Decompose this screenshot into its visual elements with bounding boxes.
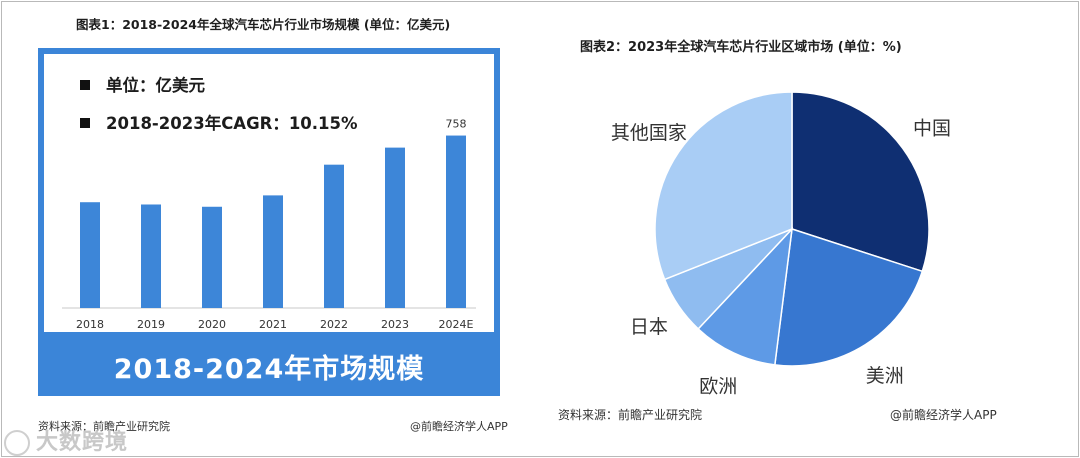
pie-slice-2 <box>773 228 924 367</box>
pie-label: 日本 <box>630 316 668 338</box>
pie-label: 其他国家 <box>611 122 687 144</box>
watermark: 大数跨境 <box>4 424 128 456</box>
pie-slice-1 <box>791 91 930 273</box>
watermark-text: 大数跨境 <box>36 430 129 455</box>
bullet-square-icon <box>80 117 90 128</box>
bar-2020 <box>202 206 222 308</box>
bar-2023 <box>385 147 405 308</box>
x-tick-label: 2019 <box>137 318 165 331</box>
bar-data-label: 758 <box>446 118 467 131</box>
left-source: 资料来源：前瞻产业研究院 <box>38 420 170 433</box>
pie-slice-3 <box>697 226 794 366</box>
market-size-banner: 2018-2024年市场规模 <box>113 353 425 385</box>
bar-2022 <box>324 164 344 308</box>
cagr-note: 2018-2023年CAGR：10.15% <box>80 110 358 134</box>
x-tick-label: 2024E <box>439 318 474 331</box>
right-chart-title: 图表2：2023年全球汽车芯片行业区域市场 (单位：%) <box>580 40 902 55</box>
watermark-logo-icon <box>4 430 30 456</box>
x-tick-label: 2020 <box>198 318 226 331</box>
pie-label: 欧洲 <box>699 376 737 398</box>
x-tick-label: 2022 <box>320 318 348 331</box>
right-source: 资料来源：前瞻产业研究院 <box>558 408 703 422</box>
bar-2021 <box>263 195 283 308</box>
cagr-note-text: 2018-2023年CAGR：10.15% <box>106 114 358 133</box>
bar-chart-svg: 2018 2019 2020 2021 2022 2023 2024E 758 <box>62 118 476 331</box>
unit-note: 单位：亿美元 <box>80 72 205 96</box>
left-credit: @前瞻经济学人APP <box>410 420 508 433</box>
x-tick-label: 2021 <box>259 318 287 331</box>
bar-2019 <box>141 204 161 308</box>
right-credit: @前瞻经济学人APP <box>890 408 997 422</box>
x-tick-label: 2023 <box>381 318 409 331</box>
x-tick-label: 2018 <box>76 318 104 331</box>
bar-2024E <box>446 135 466 308</box>
pie-label: 中国 <box>913 117 951 139</box>
pie-label: 美洲 <box>866 365 904 387</box>
bullet-square-icon <box>80 79 90 90</box>
unit-note-text: 单位：亿美元 <box>106 76 205 95</box>
bar-chart-area: 单位：亿美元 2018-2023年CAGR：10.15% 2018 2019 202… <box>44 54 494 332</box>
left-chart-title: 图表1：2018-2024年全球汽车芯片行业市场规模 (单位：亿美元) <box>76 17 451 32</box>
pie-slice-5 <box>654 91 793 281</box>
bar-chart-panel: 单位：亿美元 2018-2023年CAGR：10.15% 2018 2019 202… <box>38 48 500 396</box>
bar-2018 <box>80 202 100 308</box>
